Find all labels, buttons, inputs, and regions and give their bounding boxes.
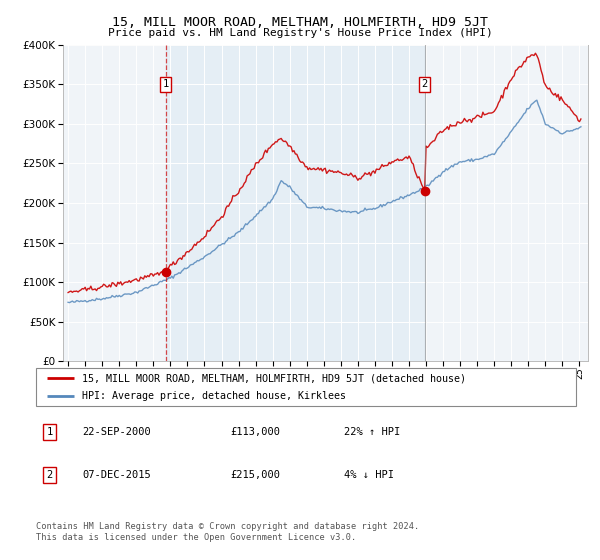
Text: 1: 1 xyxy=(163,80,169,90)
Text: This data is licensed under the Open Government Licence v3.0.: This data is licensed under the Open Gov… xyxy=(36,533,356,542)
Text: £113,000: £113,000 xyxy=(230,427,280,437)
Text: 1: 1 xyxy=(46,427,53,437)
Bar xyxy=(166,45,425,361)
Text: 4% ↓ HPI: 4% ↓ HPI xyxy=(344,470,394,480)
Text: 07-DEC-2015: 07-DEC-2015 xyxy=(82,470,151,480)
Text: 22% ↑ HPI: 22% ↑ HPI xyxy=(344,427,400,437)
Text: £215,000: £215,000 xyxy=(230,470,280,480)
Text: 15, MILL MOOR ROAD, MELTHAM, HOLMFIRTH, HD9 5JT: 15, MILL MOOR ROAD, MELTHAM, HOLMFIRTH, … xyxy=(112,16,488,29)
Text: Contains HM Land Registry data © Crown copyright and database right 2024.: Contains HM Land Registry data © Crown c… xyxy=(36,522,419,531)
Text: 2: 2 xyxy=(422,80,428,90)
Text: 15, MILL MOOR ROAD, MELTHAM, HOLMFIRTH, HD9 5JT (detached house): 15, MILL MOOR ROAD, MELTHAM, HOLMFIRTH, … xyxy=(82,373,466,383)
Text: 2: 2 xyxy=(46,470,53,480)
Text: Price paid vs. HM Land Registry's House Price Index (HPI): Price paid vs. HM Land Registry's House … xyxy=(107,28,493,38)
Text: 22-SEP-2000: 22-SEP-2000 xyxy=(82,427,151,437)
Text: HPI: Average price, detached house, Kirklees: HPI: Average price, detached house, Kirk… xyxy=(82,391,346,401)
